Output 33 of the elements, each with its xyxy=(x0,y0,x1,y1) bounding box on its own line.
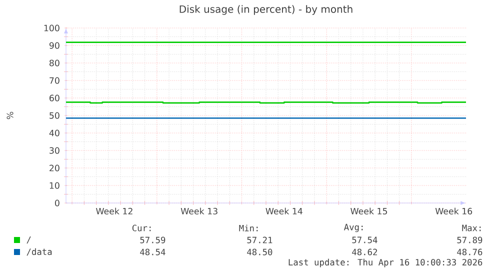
chart-title: Disk usage (in percent) - by month xyxy=(180,5,352,15)
x-tick-label: Week 13 xyxy=(180,208,218,214)
y-tick-label: 30 xyxy=(50,147,60,154)
text: 57.54 xyxy=(352,236,378,244)
text: 48.76 xyxy=(457,248,482,256)
legend-label: /data xyxy=(26,248,52,256)
y-tick-label: 0 xyxy=(55,200,60,206)
text: 57.21 xyxy=(247,236,272,244)
text: Last update: Thu Apr 16 10:00:33 2026 xyxy=(288,258,482,268)
x-tick-label: Week 12 xyxy=(96,208,132,214)
legend-label: / xyxy=(26,236,31,244)
text: Max: xyxy=(462,224,481,232)
x-tick-label: Week 15 xyxy=(350,208,388,214)
y-tick-label: 90 xyxy=(49,42,60,49)
text: Min: xyxy=(239,224,258,232)
x-tick-label: Week 16 xyxy=(435,208,472,214)
text: 48.50 xyxy=(247,248,272,256)
text: 48.54 xyxy=(140,248,166,256)
y-axis-title: % xyxy=(6,112,14,120)
text: Avg: xyxy=(344,224,363,232)
y-tick-label: 40 xyxy=(49,130,60,136)
y-tick-label: 100 xyxy=(44,24,60,32)
text: 57.59 xyxy=(140,236,166,244)
y-tick-label: 80 xyxy=(50,60,60,66)
text: 48.62 xyxy=(352,248,377,256)
y-tick-label: 60 xyxy=(50,94,60,102)
text: 57.89 xyxy=(457,236,482,244)
y-tick-label: 70 xyxy=(50,77,60,84)
text: Cur: xyxy=(132,224,151,232)
x-tick-label: Week 14 xyxy=(266,208,302,214)
y-tick-label: 20 xyxy=(50,164,60,172)
y-tick-label: 10 xyxy=(50,182,60,189)
y-tick-label: 50 xyxy=(50,112,60,119)
